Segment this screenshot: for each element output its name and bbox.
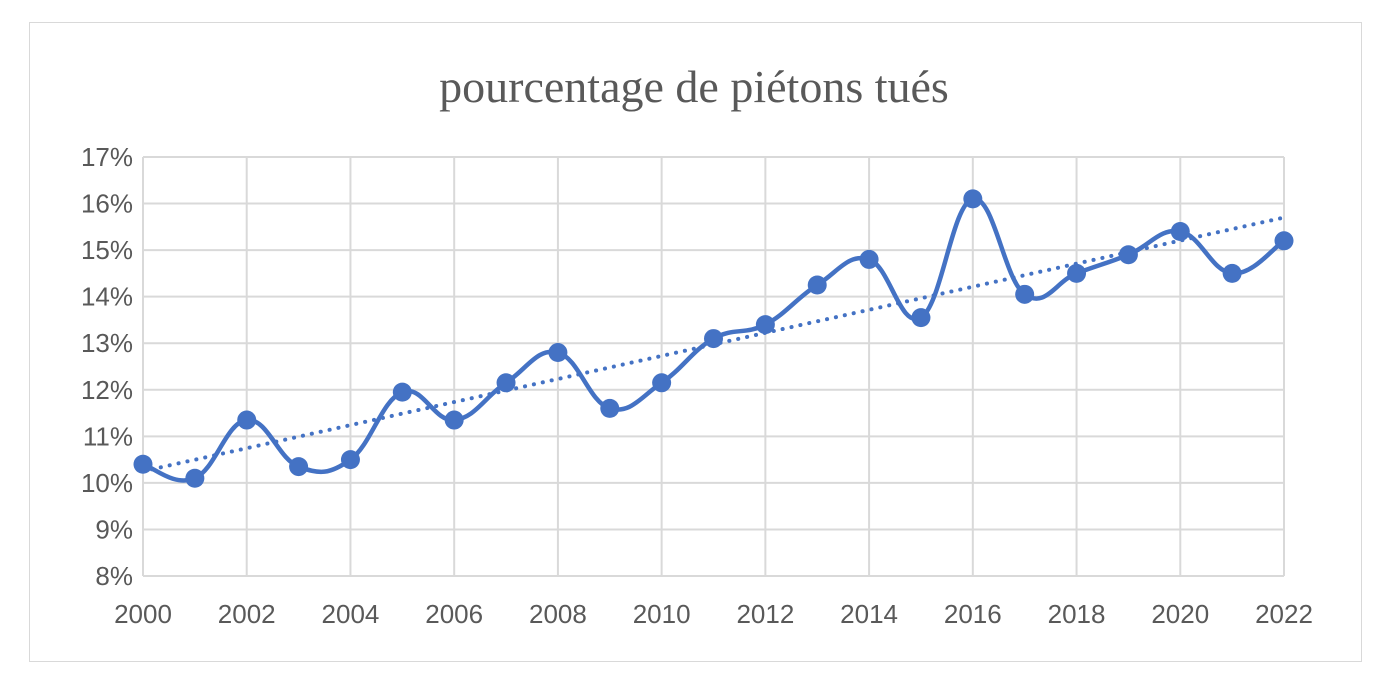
- y-tick-label: 13%: [81, 328, 133, 358]
- x-tick-label: 2012: [736, 599, 794, 629]
- data-point: [289, 457, 309, 477]
- y-tick-label: 16%: [81, 189, 133, 219]
- data-point: [1222, 263, 1242, 283]
- data-point: [600, 398, 620, 418]
- data-point: [392, 382, 412, 402]
- x-tick-label: 2018: [1048, 599, 1106, 629]
- chart-title: pourcentage de piétons tués: [439, 61, 949, 112]
- data-point: [1015, 284, 1035, 304]
- y-tick-label: 15%: [81, 235, 133, 265]
- y-tick-label: 10%: [81, 468, 133, 498]
- y-tick-label: 9%: [95, 514, 133, 544]
- y-tick-label: 14%: [81, 282, 133, 312]
- data-point: [1274, 231, 1294, 251]
- x-tick-label: 2020: [1151, 599, 1209, 629]
- horizontal-gridlines: [143, 156, 1284, 577]
- data-point: [807, 275, 827, 295]
- x-tick-label: 2004: [322, 599, 380, 629]
- x-tick-label: 2008: [529, 599, 587, 629]
- data-point: [444, 410, 464, 430]
- x-tick-label: 2010: [633, 599, 691, 629]
- y-tick-label: 8%: [95, 561, 133, 591]
- data-point: [1170, 221, 1190, 241]
- x-tick-label: 2014: [840, 599, 898, 629]
- data-point: [911, 308, 931, 328]
- data-point: [237, 410, 257, 430]
- x-tick-label: 2006: [425, 599, 483, 629]
- data-point: [1118, 245, 1138, 265]
- x-tick-label: 2022: [1255, 599, 1313, 629]
- data-point: [963, 189, 983, 209]
- data-point: [496, 373, 516, 393]
- y-axis-tick-labels: 8% 9% 10% 11% 12% 13% 14% 15% 16% 17%: [81, 142, 133, 591]
- x-axis-tick-labels: 2000 2002 2004 2006 2008 2010 2012 2014 2016 2018…: [114, 599, 1313, 629]
- data-points: [133, 189, 1294, 488]
- x-tick-label: 2002: [218, 599, 276, 629]
- data-point: [704, 329, 723, 349]
- data-point: [133, 454, 153, 474]
- data-point: [185, 468, 205, 488]
- y-tick-label: 12%: [81, 375, 133, 405]
- y-tick-label: 11%: [83, 421, 133, 451]
- y-tick-label: 17%: [81, 142, 133, 172]
- x-tick-label: 2016: [944, 599, 1002, 629]
- data-point: [340, 450, 360, 470]
- data-point: [1067, 263, 1087, 283]
- chart-frame: [29, 22, 1362, 662]
- data-point: [859, 249, 879, 269]
- vertical-gridlines: [142, 157, 1285, 576]
- data-point: [548, 343, 568, 363]
- data-point: [652, 373, 672, 393]
- data-point: [755, 315, 775, 335]
- x-tick-label: 2000: [114, 599, 172, 629]
